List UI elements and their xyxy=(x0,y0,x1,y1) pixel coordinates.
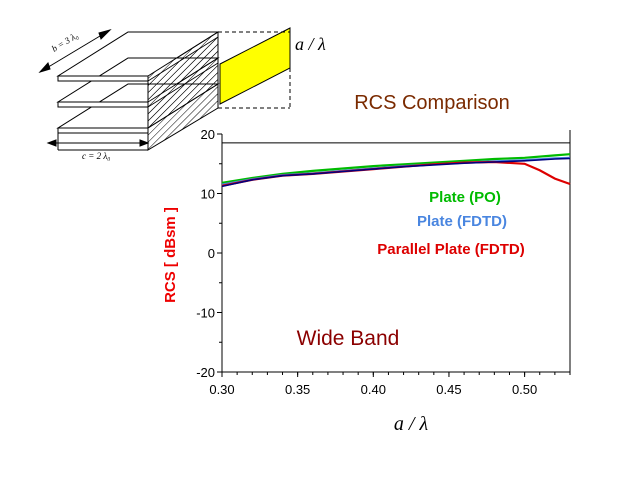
dimension-label-c: c = 2 λ₀ xyxy=(82,151,110,161)
x-tick-label: 0.40 xyxy=(361,382,386,397)
dimension-label-a: a / λ xyxy=(295,34,326,54)
series-line-dark-overlay xyxy=(221,157,571,188)
parallel-plate-diagram: b = 3 λ₀ c = 2 λ₀ a / λ xyxy=(38,27,326,161)
dimension-arrows xyxy=(38,29,150,147)
annotation-wide-band: Wide Band xyxy=(297,327,400,350)
legend-entry-plate-po: Plate (PO) xyxy=(429,189,501,206)
x-tick-label: 0.35 xyxy=(285,382,310,397)
y-tick-label: 10 xyxy=(201,187,215,202)
y-axis-label: RCS [ dBsm ] xyxy=(162,207,179,303)
y-tick-label: -20 xyxy=(196,365,215,380)
legend: Plate (PO) Plate (FDTD) Parallel Plate (FD… xyxy=(377,189,525,258)
y-tick-label: -10 xyxy=(196,306,215,321)
y-tick-label: 0 xyxy=(208,246,215,261)
x-tick-label: 0.50 xyxy=(512,382,537,397)
dashed-guides xyxy=(217,31,291,109)
yellow-plate xyxy=(219,27,291,105)
y-tick-label: 20 xyxy=(201,127,215,142)
legend-entry-parallel-plate-fdtd: Parallel Plate (FDTD) xyxy=(377,241,525,258)
legend-entry-plate-fdtd: Plate (FDTD) xyxy=(417,213,507,230)
x-axis-label: a / λ xyxy=(394,413,429,435)
dimension-label-b: b = 3 λ₀ xyxy=(50,30,80,53)
series-line-plate-po xyxy=(221,153,571,184)
chart-title: RCS Comparison xyxy=(354,92,510,114)
x-tick-label: 0.45 xyxy=(436,382,461,397)
x-tick-label: 0.30 xyxy=(209,382,234,397)
plot-area: -20 -10 0 10 20 0.30 0.35 0.40 0.45 0.50 xyxy=(196,127,571,397)
